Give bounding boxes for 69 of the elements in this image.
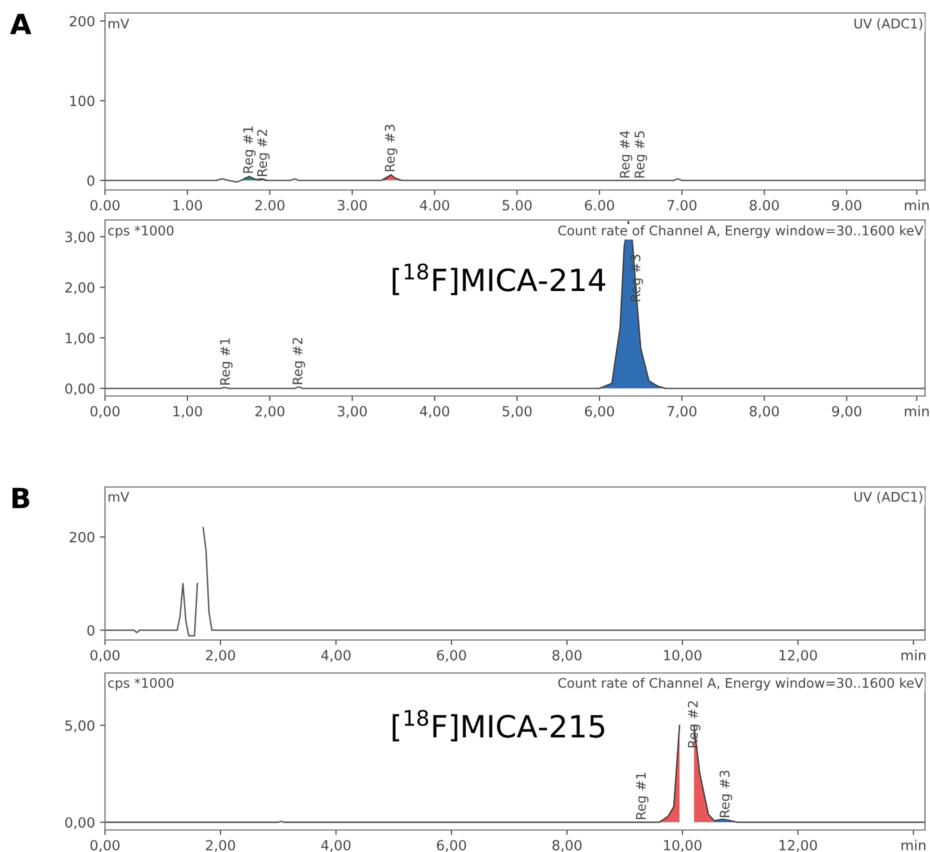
x-tick-label: 2,00 — [206, 840, 236, 852]
chart-subtitle: UV (ADC1) — [854, 492, 922, 504]
y-tick-label: 5,00 — [65, 720, 94, 732]
annotation: Reg #2 — [257, 130, 270, 176]
x-tick-label: 12,00 — [780, 840, 817, 852]
x-tick-label: 4,00 — [321, 840, 351, 852]
chart-subtitle: UV (ADC1) — [854, 18, 922, 30]
x-tick-label: 7,00 — [668, 406, 696, 418]
y-tick-label: 0 — [87, 175, 94, 186]
x-tick-label: 8,00 — [552, 840, 582, 852]
x-tick-label: 5.00 — [502, 200, 532, 210]
y-tick-label: 2,00 — [65, 282, 94, 294]
y-axis-title: mV — [108, 492, 130, 502]
annotation: Reg #1 — [636, 772, 648, 820]
x-tick-label: 1.00 — [173, 200, 202, 210]
x-tick-label: 6,00 — [436, 650, 466, 662]
x-tick-label: 2,00 — [255, 406, 284, 418]
x-tick-label: 6.00 — [584, 200, 614, 210]
annotation: Reg #2 — [688, 701, 700, 748]
annotation: Reg #3 — [630, 254, 643, 302]
chart-title: B — [12, 488, 30, 508]
y-tick-label: 200 — [70, 532, 94, 542]
x-tick-label: 2,00 — [206, 650, 236, 662]
x-tick-label: 8.00 — [750, 200, 779, 210]
y-tick-label: 3,00 — [65, 232, 94, 244]
x-tick-label: min — [902, 650, 926, 660]
x-tick-label: 0.00 — [90, 200, 120, 210]
annotation: Reg #1 — [243, 126, 256, 173]
annotation: Reg #1 — [220, 338, 233, 385]
x-tick-label: min — [902, 840, 926, 850]
x-tick-label: 9,00 — [832, 406, 862, 418]
y-axis-title: cps *1000 — [108, 226, 174, 238]
y-tick-label: 0,00 — [65, 817, 94, 830]
x-tick-label: 3.00 — [338, 200, 367, 210]
y-tick-label: 100 — [70, 96, 94, 106]
x-tick-label: 1,00 — [173, 406, 202, 418]
y-tick-label: 1,00 — [66, 332, 94, 345]
chart-subtitle: Count rate of Channel A, Energy window=30..1600 keV — [558, 225, 924, 238]
chart-title: A — [10, 14, 32, 34]
y-axis-title: cps *1000 — [108, 678, 174, 690]
y-axis-title: mV — [108, 18, 130, 28]
x-tick-label: 12,00 — [780, 650, 817, 662]
x-tick-label: 8,00 — [750, 406, 779, 418]
annotation: [$^{18}$F]MICA-215 — [392, 710, 604, 742]
x-tick-label: 6,00 — [436, 840, 466, 852]
x-tick-label: 10,00 — [664, 650, 702, 662]
x-tick-label: 4,00 — [420, 406, 450, 418]
x-tick-label: 10,00 — [664, 840, 702, 852]
chart-subtitle: Count rate of Channel A, Energy window=30..1600 keV — [558, 678, 924, 690]
x-tick-label: 8,00 — [552, 650, 582, 662]
x-tick-label: 6,00 — [584, 406, 614, 418]
x-tick-label: min — [904, 200, 929, 210]
y-tick-label: 200 — [70, 16, 94, 26]
x-tick-label: 9.00 — [832, 200, 862, 210]
y-tick-label: 0 — [87, 625, 94, 636]
x-tick-label: 4,00 — [321, 650, 351, 662]
annotation: Reg #4 — [620, 130, 632, 178]
annotation: Reg #5 — [634, 131, 648, 178]
annotation: Reg #3 — [384, 124, 398, 172]
annotation: Reg #2 — [292, 338, 306, 384]
annotation: [$^{18}$F]MICA-214 — [392, 263, 606, 296]
x-tick-label: min — [904, 406, 929, 416]
annotation: Reg #3 — [720, 770, 732, 818]
x-tick-label: 3,00 — [338, 406, 367, 418]
x-tick-label: 7.00 — [668, 200, 696, 210]
y-tick-label: 0,00 — [65, 383, 94, 396]
x-tick-label: 5,00 — [502, 406, 532, 418]
x-tick-label: 2.00 — [255, 200, 284, 210]
x-tick-label: 4.00 — [420, 200, 450, 210]
